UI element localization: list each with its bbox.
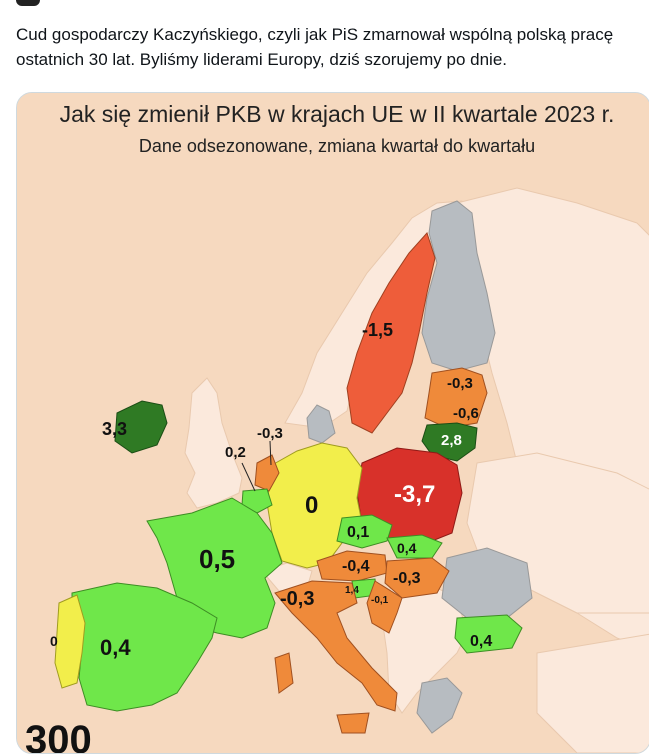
sardinia — [274, 652, 294, 694]
europe-map: 3,3 0,2 -0,3 0,5 0 0,4 0 -1,5 -0,3 -0,6 … — [17, 93, 649, 753]
czechia — [336, 514, 393, 549]
sweden-value: -1,5 — [362, 320, 393, 340]
czechia-value: 0,1 — [347, 524, 369, 541]
uk-land — [184, 377, 243, 509]
greece-no-data — [416, 677, 463, 734]
estonia-latvia-value: -0,6 — [453, 405, 479, 422]
slovakia — [386, 534, 443, 559]
spain-value: 0,4 — [100, 635, 131, 660]
germany-value: 0 — [305, 492, 318, 519]
bulgaria-value: 0,4 — [470, 633, 492, 650]
austria-value: -0,4 — [342, 558, 370, 575]
logo-300: 300 — [25, 718, 92, 753]
denmark-no-data — [306, 404, 336, 444]
ireland — [114, 400, 168, 454]
latvia-value: -0,3 — [447, 375, 473, 392]
poland-value: -3,7 — [394, 481, 435, 508]
map-subtitle: Dane odsezonowane, zmiana kwartał do kwa… — [138, 136, 536, 156]
avatar-edge — [16, 0, 40, 6]
croatia — [366, 580, 403, 634]
netherlands-value: -0,3 — [257, 425, 283, 442]
ireland-value: 3,3 — [102, 419, 127, 439]
netherlands — [254, 454, 280, 492]
portugal-value: 0 — [50, 633, 58, 649]
france-value: 0,5 — [199, 544, 235, 574]
slovakia-value: 0,4 — [397, 540, 417, 556]
romania-no-data — [441, 547, 533, 619]
netherlands-leader-line — [269, 440, 272, 466]
belgium-value: 0,2 — [225, 444, 246, 461]
hungary-value: -0,3 — [393, 570, 421, 587]
map-image-card[interactable]: 3,3 0,2 -0,3 0,5 0 0,4 0 -1,5 -0,3 -0,6 … — [16, 92, 649, 754]
croatia-value: -0,1 — [371, 595, 389, 606]
tweet-text: Cud gospodarczy Kaczyńskiego, czyli jak … — [16, 25, 614, 69]
lithuania — [421, 422, 478, 462]
map-title: Jak się zmienił PKB w krajach UE w II kw… — [59, 101, 615, 127]
portugal — [54, 594, 86, 689]
sweden — [346, 232, 436, 434]
belgium — [241, 488, 273, 514]
finland-no-data — [421, 200, 496, 372]
bulgaria — [454, 614, 523, 654]
sicily — [336, 712, 370, 734]
lithuania-value: 2,8 — [441, 432, 462, 449]
italy-value: -0,3 — [280, 588, 314, 610]
hungary — [384, 557, 450, 599]
slovenia-value: 1,4 — [345, 585, 359, 596]
turkey-land — [536, 633, 649, 753]
belgium-leader-line — [241, 462, 256, 492]
italy — [274, 580, 398, 712]
estonia-latvia — [424, 367, 488, 429]
